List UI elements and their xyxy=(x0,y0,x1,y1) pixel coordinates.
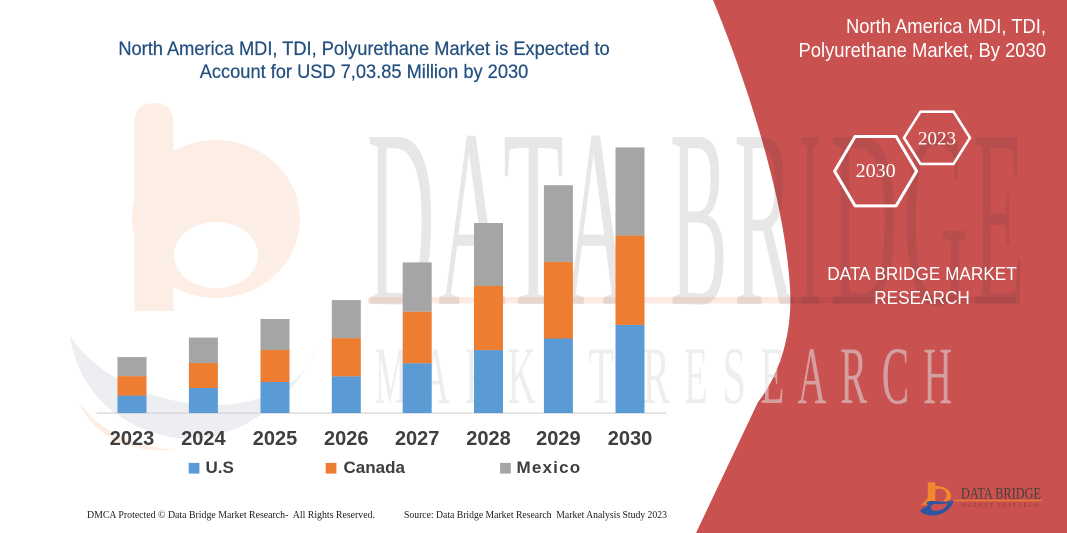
svg-text:I: I xyxy=(799,78,822,360)
svg-text:R: R xyxy=(643,329,671,420)
svg-text:E: E xyxy=(973,79,1025,361)
svg-text:R: R xyxy=(734,79,794,360)
svg-text:E: E xyxy=(684,330,708,421)
svg-text:M: M xyxy=(375,330,407,421)
svg-text:G: G xyxy=(903,79,968,360)
svg-text:2023: 2023 xyxy=(918,129,956,150)
svg-text:R: R xyxy=(840,331,867,421)
svg-text:S: S xyxy=(722,331,746,421)
svg-text:MARKET RESEARCH: MARKET RESEARCH xyxy=(961,502,1040,509)
svg-text:2030: 2030 xyxy=(856,160,896,182)
svg-text:DATA BRIDGE: DATA BRIDGE xyxy=(961,485,1041,502)
svg-text:T: T xyxy=(589,331,614,422)
svg-text:B: B xyxy=(670,78,728,361)
svg-text:K: K xyxy=(508,330,536,421)
svg-text:A: A xyxy=(798,330,827,420)
svg-text:C: C xyxy=(882,331,909,422)
svg-text:H: H xyxy=(923,330,952,420)
svg-text:D: D xyxy=(830,77,898,360)
svg-text:E: E xyxy=(761,330,785,421)
